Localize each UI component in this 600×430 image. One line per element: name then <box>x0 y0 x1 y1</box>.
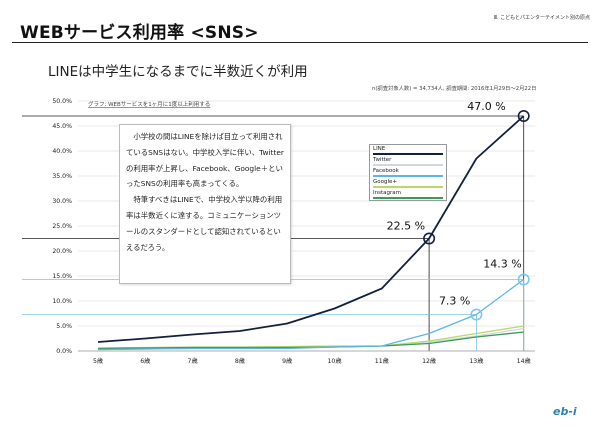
legend-swatch <box>373 197 443 199</box>
legend-swatch <box>373 164 443 166</box>
annotation-label: 47.0 % <box>467 100 505 113</box>
y-tick-label: 30.0% <box>52 198 72 205</box>
commentary-paragraph-2: 特筆すべきはLINEで、中学校入学以降の利用率は半数近くに達する。コミュニケーシ… <box>126 195 283 252</box>
survey-note: n(調査対象人数) = 34,734人, 調査期間: 2016年1月29日〜2月… <box>372 86 537 92</box>
x-tick-label: 5歳 <box>93 357 103 365</box>
legend-label: LINE <box>373 146 386 152</box>
annotation-label: 7.3 % <box>439 295 470 308</box>
legend-label: Google+ <box>373 179 398 185</box>
x-tick-label: 12歳 <box>422 357 436 365</box>
annotation-marker <box>517 110 530 123</box>
legend-swatch <box>373 186 443 188</box>
annotation-marker <box>517 273 530 286</box>
y-tick-label: 0.0% <box>56 348 72 355</box>
legend-label: Instagram <box>373 190 401 196</box>
header-rule <box>12 42 588 43</box>
legend-item: LINE <box>370 145 446 156</box>
x-tick-label: 13歳 <box>469 357 483 365</box>
legend-label: Facebook <box>373 168 399 174</box>
legend-item: Google+ <box>370 178 446 189</box>
annotation-label: 22.5 % <box>387 220 425 233</box>
y-tick-label: 35.0% <box>52 173 72 180</box>
x-tick-label: 7歳 <box>188 357 198 365</box>
legend-item: Instagram <box>370 189 446 200</box>
y-tick-label: 40.0% <box>52 148 72 155</box>
slide-title: WEBサービス利用率 <SNS> <box>20 23 259 43</box>
chart-markers: 47.0 % 22.5 % 14.3 % 7.3 % <box>387 100 530 321</box>
chart-legend: LINE Twitter Facebook Google+ Instagram <box>369 144 447 201</box>
legend-item: Twitter <box>370 156 446 167</box>
legend-swatch <box>373 153 443 155</box>
x-tick-label: 8歳 <box>235 357 245 365</box>
x-tick-label: 10歳 <box>327 357 341 365</box>
annotation-marker <box>423 232 436 245</box>
chart-series <box>97 115 525 351</box>
x-tick-label: 9歳 <box>282 357 292 365</box>
reference-lines <box>22 115 525 351</box>
commentary-box: 小学校の間はLINEを除けば目立って利用されているSNSはない。中学校入学に伴い… <box>119 124 291 284</box>
y-tick-label: 20.0% <box>52 248 72 255</box>
x-tick-label: 6歳 <box>140 357 150 365</box>
legend-label: Twitter <box>373 157 392 163</box>
annotation-label: 14.3 % <box>483 258 521 271</box>
y-tick-label: 45.0% <box>52 123 72 130</box>
header-note: Ⅲ. こどもとパエンターテイメント別の原点 <box>493 15 590 21</box>
commentary-paragraph-1: 小学校の間はLINEを除けば目立って利用されているSNSはない。中学校入学に伴い… <box>126 132 284 189</box>
y-tick-label: 15.0% <box>52 273 72 280</box>
y-tick-label: 50.0% <box>52 98 72 105</box>
y-tick-label: 25.0% <box>52 223 72 230</box>
slide-subtitle: LINEは中学生になるまでに半数近くが利用 <box>48 64 308 80</box>
series-line-facebook <box>97 278 525 351</box>
y-tick-label: 5.0% <box>56 323 72 330</box>
x-tick-label: 11歳 <box>375 357 389 365</box>
y-tick-label: 10.0% <box>52 298 72 305</box>
series-line-line <box>97 115 525 343</box>
legend-item: Facebook <box>370 167 446 178</box>
chart-title: グラフ: WEBサービスを1ヶ月に1度以上利用する <box>88 100 210 108</box>
x-tick-label: 14歳 <box>517 357 531 365</box>
legend-swatch <box>373 175 443 177</box>
annotation-marker <box>470 308 483 321</box>
chart-axes: 0.0% 5.0% 10.0% 15.0% 20.0% 25.0% 30.0% 35.0% 40… <box>52 98 535 365</box>
eb-i-logo: eb-i <box>553 405 577 418</box>
svg-text:eb-i: eb-i <box>553 405 577 418</box>
